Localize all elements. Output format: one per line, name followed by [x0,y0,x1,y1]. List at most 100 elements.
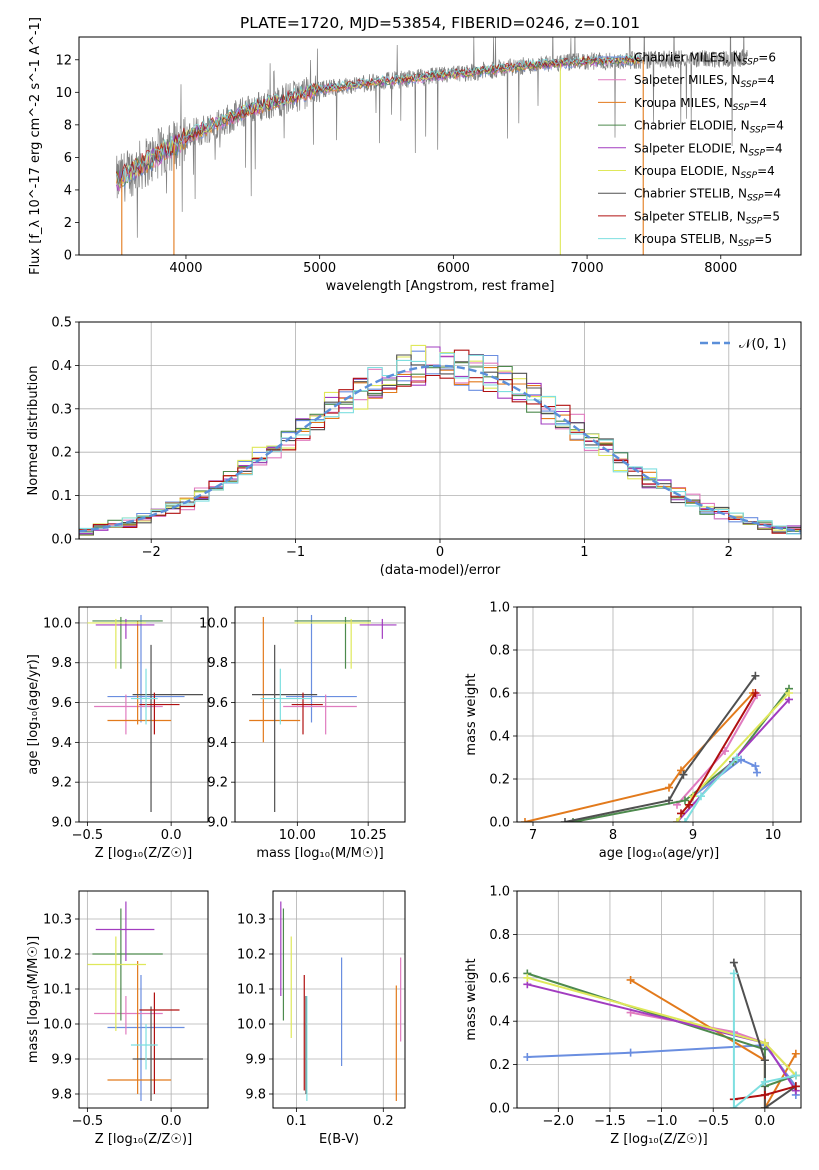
y-axis-label: mass weight [464,673,479,755]
y-tick-label: 9.9 [245,1053,266,1068]
legend-label: 𝒩(0, 1) [739,337,786,352]
y-tick-label: 1.0 [489,601,510,616]
x-tick-label: −1.5 [594,1114,626,1129]
legend-label: Kroupa STELIB, NSSP=5 [634,232,772,249]
legend-label: Salpeter MILES, NSSP=4 [634,73,775,90]
legend-label-value: =5 [754,232,772,246]
y-tick-label: 0.2 [51,446,72,461]
axes-age-vs-mass: 10.00 10.25 9.0 9.2 9.4 9.6 9.8 10.0 mass [log₁₀… [199,606,406,861]
legend-label-sub: SSP [747,194,764,204]
axes-frame [234,606,406,823]
axes-frame [78,606,209,823]
legend-label-name: Salpeter STELIB [634,209,729,223]
x-axis-label: (data-model)/error [380,563,501,578]
y-tick-label: 1.0 [489,885,510,900]
y-tick-label: 10.0 [43,616,72,631]
spectrum-model-line [116,56,640,188]
legend-label: Kroupa ELODIE, NSSP=4 [634,164,775,181]
y-tick-label: 0.1 [51,489,72,504]
legend-label-value: =5 [762,209,780,223]
legend-label: Chabrier MILES, NSSP=6 [634,51,776,68]
plot-area [116,37,748,255]
plot-area [517,607,801,822]
point-marker [760,1104,769,1108]
y-tick-label: 6 [64,151,72,166]
y-tick-label: 10.1 [43,983,72,998]
y-tick-label: 2 [64,216,72,231]
axes-frame [516,606,802,823]
axes-frame [272,890,406,1109]
y-tick-label: 9.0 [207,816,228,831]
y-tick-label: 10.3 [237,913,266,928]
series-line [732,973,797,1108]
x-axis-label: age [log₁₀(age/yr)] [599,846,720,861]
y-tick-label: 0.0 [489,816,510,831]
figure-title: PLATE=1720, MJD=53854, FIBERID=0246, z=0… [240,14,640,32]
spectrum-legend: Chabrier MILES, NSSP=6 Salpeter MILES, NS… [598,51,784,249]
axes-frame [78,36,802,256]
point-marker [523,973,532,982]
y-tick-label: 9.6 [207,696,228,711]
legend-label-name: Kroupa STELIB [634,232,721,246]
y-tick-label: 4 [64,183,72,198]
point-marker [677,766,685,775]
series-line [692,758,758,797]
plot-area [79,891,208,1108]
axes-mass-vs-Z: −0.5 0.0 9.8 9.9 10.0 10.1 10.2 10.3 Z [log₁₀(Z/… [26,890,209,1147]
spectrum-model-line [116,54,640,186]
x-tick-label: 8 [609,828,617,843]
point-marker [681,818,689,822]
point-marker [721,747,729,756]
axes-age-vs-Z: −0.5 0.0 9.0 9.2 9.4 9.6 9.8 10.0 Z [log₁₀(Z/Z☉)… [26,606,209,861]
y-tick-label: 9.8 [207,656,228,671]
y-tick-label: 10.2 [43,948,72,963]
spectrum-model-line [116,54,640,187]
x-tick-label: −1.0 [646,1114,678,1129]
axes-residuals: −2 −1 0 1 2 0.0 0.1 0.2 0.3 0.4 0.5 (data-model)/er… [26,316,802,578]
plot-area [517,891,801,1108]
point-marker [791,1049,800,1058]
x-tick-label: 5000 [303,261,336,276]
y-tick-label: 0.0 [489,1102,510,1117]
legend-label: Chabrier STELIB, NSSP=4 [634,187,781,204]
legend-label-value: =4 [765,141,783,155]
point-marker [665,796,673,805]
legend-label-sub: SSP [742,58,759,68]
point-marker [729,969,738,978]
x-axis-label: Z [log₁₀(Z/Z☉)] [95,1132,192,1147]
plot-area [273,891,405,1108]
legend-label-name: Kroupa ELODIE [634,164,724,178]
legend-label-sub: SSP [746,216,763,226]
legend-label-n: , N [724,164,741,178]
axes-weight-vs-Z: −2.0 −1.5 −1.0 −0.5 0.0 0.0 0.2 0.4 0.6 0.8 1.0 Z [… [464,885,802,1147]
y-tick-label: 0.8 [489,928,510,943]
spectrum-model-line [116,56,640,191]
x-tick-label: 10 [765,828,782,843]
point-marker [521,818,529,822]
y-tick-label: 0.4 [489,730,510,745]
x-tick-label: −1 [286,545,305,560]
point-marker [523,1053,532,1062]
point-marker [760,1077,769,1086]
point-marker [733,753,741,762]
x-tick-label: 10.25 [350,828,387,843]
point-marker [679,770,688,779]
x-tick-label: 0 [436,545,444,560]
legend-label-sub: SSP [738,239,755,249]
x-tick-label: 8000 [704,261,737,276]
legend-label-sub: SSP [741,171,758,181]
legend-label-n: , N [725,51,742,65]
axes-frame [78,890,209,1109]
y-tick-label: 10.0 [43,1018,72,1033]
x-tick-label: 2 [725,545,733,560]
normal-curve [79,364,801,533]
x-tick-label: 7000 [571,261,604,276]
legend-label-sub: SSP [733,103,750,113]
axes-frame [78,321,802,540]
legend-label-value: =4 [757,164,775,178]
x-axis-label: mass [log₁₀(M/M☉)] [256,846,383,861]
series-line [564,675,757,822]
point-marker [791,1071,800,1080]
point-marker [760,1038,769,1047]
